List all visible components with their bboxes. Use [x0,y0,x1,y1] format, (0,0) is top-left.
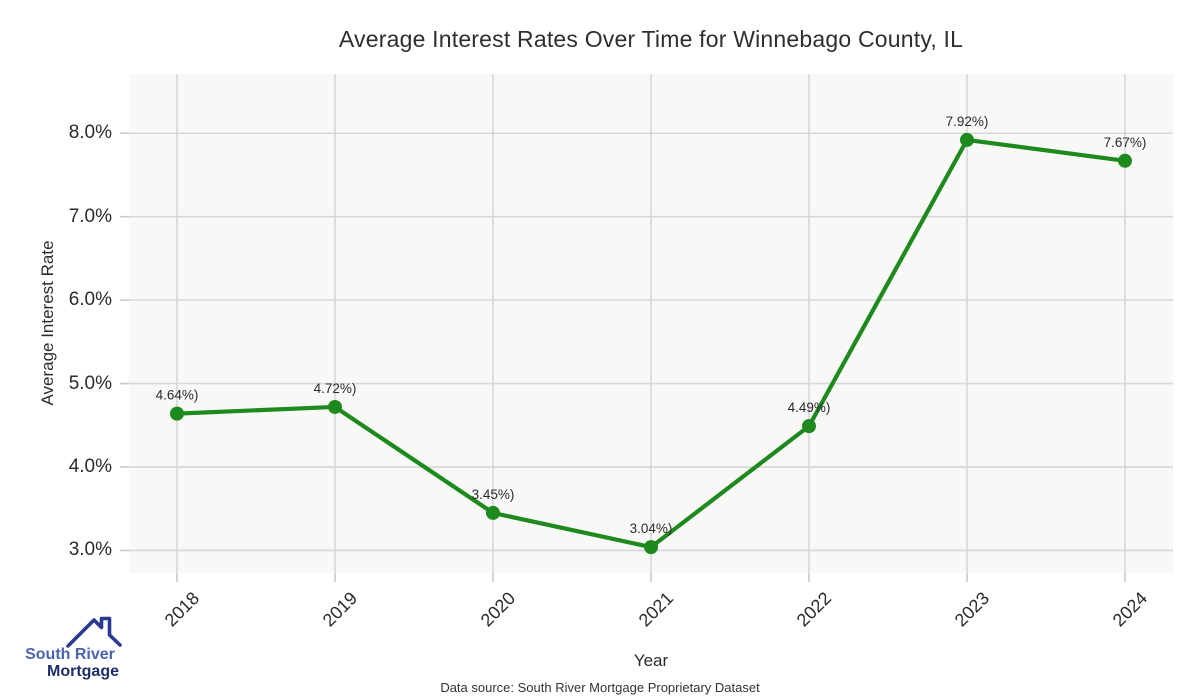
y-tick-label: 3.0% [68,539,112,561]
y-tick-label: 5.0% [68,372,112,394]
brand-logo: South River Mortgage [18,606,138,690]
y-tick-label: 4.0% [68,456,112,478]
data-point-marker [960,132,974,147]
data-point-label: 4.49%) [788,400,831,415]
data-point-marker [644,540,658,555]
brand-name-line2: Mortgage [47,663,119,680]
data-point-label: 7.67%) [1104,135,1147,150]
data-point-marker [328,399,342,414]
data-point-marker [170,406,184,421]
y-axis-title: Average Interest Rate [38,240,57,406]
data-point-label: 4.64%) [156,388,199,403]
data-source-note: Data source: South River Mortgage Propri… [440,680,760,695]
data-point-label: 4.72%) [314,381,357,396]
brand-name-line1: South River [25,646,115,663]
data-point-label: 3.04%) [630,521,673,536]
y-tick-label: 6.0% [68,289,112,311]
data-point-marker [802,419,816,434]
data-point-marker [486,505,500,520]
y-tick-label: 7.0% [68,205,112,227]
y-tick-label: 8.0% [68,122,112,144]
house-roof-icon [66,616,122,648]
data-point-label: 3.45%) [472,487,515,502]
data-point-marker [1118,153,1132,168]
data-point-label: 7.92%) [946,114,989,129]
x-axis-title: Year [633,651,669,670]
chart-title: Average Interest Rates Over Time for Win… [338,26,964,52]
